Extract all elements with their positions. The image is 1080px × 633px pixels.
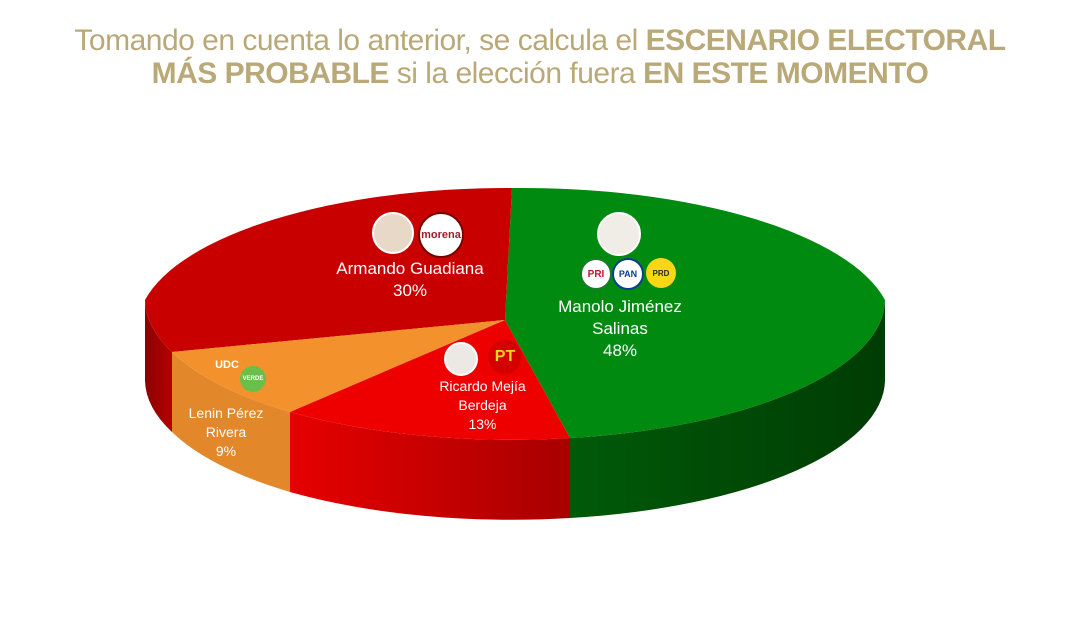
label-ricardo: Ricardo Mejía Berdeja 13% xyxy=(439,378,526,432)
morena-logo: morena xyxy=(418,212,464,258)
title-line-1: Tomando en cuenta lo anterior, se calcul… xyxy=(74,24,1006,57)
slice-side-armando xyxy=(145,300,172,432)
armando-photo xyxy=(372,212,414,254)
ricardo-photo xyxy=(444,342,478,376)
slice-top-manolo xyxy=(505,187,885,438)
label-armando: Armando Guadiana 30% xyxy=(336,259,484,300)
slice-side-lenin xyxy=(172,352,290,492)
label-lenin: Lenin Pérez Rivera 9% xyxy=(188,405,264,459)
udc-logo: UDC xyxy=(215,359,239,371)
slice-side-ricardo xyxy=(290,412,570,520)
label-manolo: Manolo Jiménez Salinas 48% xyxy=(558,297,682,360)
manolo-photo xyxy=(597,212,641,256)
chart-title: Tomando en cuenta lo anterior, se calcul… xyxy=(0,24,1080,90)
pt-logo: PT xyxy=(488,340,522,374)
title-line-2: MÁS PROBABLE si la elección fuera EN EST… xyxy=(151,57,929,90)
pri-logo: PRI xyxy=(580,258,612,290)
prd-logo: PRD xyxy=(646,258,676,288)
slice-side-manolo xyxy=(570,300,885,518)
verde-logo: VERDE xyxy=(240,366,266,392)
pan-logo: PAN xyxy=(612,258,644,290)
